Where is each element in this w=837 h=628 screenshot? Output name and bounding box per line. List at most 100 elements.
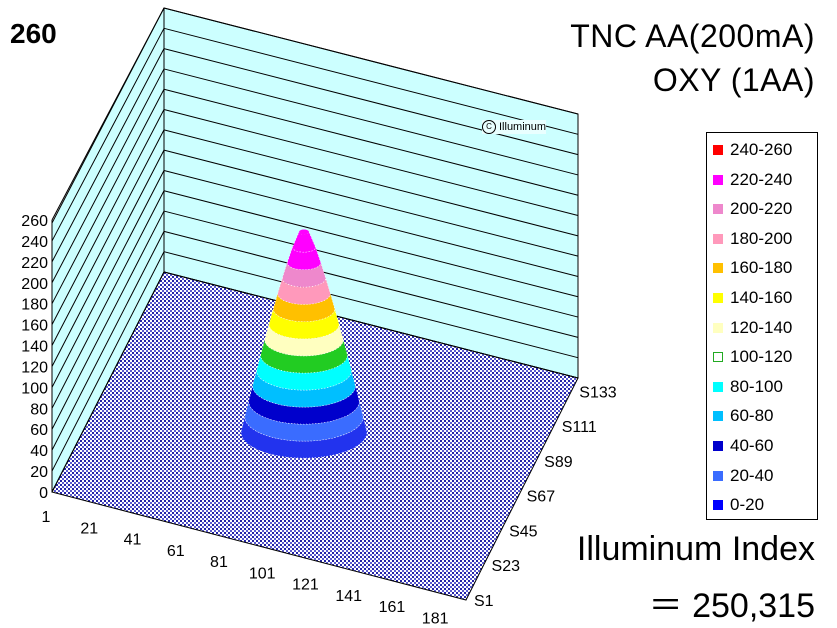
z-gridline-left xyxy=(51,271,165,493)
legend-swatch xyxy=(713,411,723,422)
y-axis-ticks: S1 S23 S45 S67 S89 S111 S133 xyxy=(474,384,617,610)
z-tick-label: 120 xyxy=(21,359,48,376)
z-gridline-left xyxy=(51,68,165,284)
z-tick-label: 240 xyxy=(21,234,48,251)
x-tick-label: 1 xyxy=(42,509,51,526)
surface-band xyxy=(252,370,356,408)
legend-label: 100-120 xyxy=(730,347,793,367)
surface-band xyxy=(272,293,336,322)
y-tick-label: S133 xyxy=(579,384,616,401)
peak-value: 260 xyxy=(10,18,57,49)
surface-band xyxy=(244,401,364,442)
z-gridline-left xyxy=(51,7,165,221)
z-gridline-left xyxy=(51,28,165,242)
z-gridline-back xyxy=(163,190,579,298)
x-tick-label: 61 xyxy=(167,543,185,560)
legend-item: 140-160 xyxy=(713,288,792,308)
legend-label: 80-100 xyxy=(730,376,783,396)
legend-swatch xyxy=(713,441,723,451)
z-gridline-left xyxy=(51,88,165,304)
x-tick-label: 141 xyxy=(335,588,362,605)
legend-item: 180-200 xyxy=(713,229,792,249)
z-gridline-back xyxy=(163,169,579,277)
z-tick-label: 60 xyxy=(30,422,48,439)
surface-peak-cap xyxy=(299,229,309,235)
x-tick-label: 161 xyxy=(379,599,406,616)
z-gridline-left xyxy=(51,190,165,409)
z-tick-label: 260 xyxy=(21,213,48,230)
x-tick-label: 121 xyxy=(292,577,319,594)
z-gridline-back xyxy=(163,271,579,379)
legend-swatch xyxy=(713,293,723,303)
legend-label: 40-60 xyxy=(730,436,774,455)
y-tick-label: S45 xyxy=(509,523,538,540)
x-tick-label: 181 xyxy=(422,611,449,628)
legend-item: 20-40 xyxy=(713,466,773,486)
legend-item: 120-140 xyxy=(713,318,792,338)
z-gridline-back xyxy=(163,27,579,135)
y-tick-label: S1 xyxy=(474,593,494,610)
z-gridlines xyxy=(51,7,579,493)
legend-swatch xyxy=(713,145,723,155)
z-gridline-left xyxy=(51,149,165,367)
z-gridline-left xyxy=(51,170,165,388)
z-gridline-left xyxy=(51,210,165,430)
legend-label: 60-80 xyxy=(730,406,774,426)
z-tick-label: 160 xyxy=(21,318,48,335)
z-gridline-left xyxy=(51,48,165,263)
z-tick-label: 80 xyxy=(30,401,48,418)
surface-band xyxy=(260,339,348,374)
legend-item: 160-180 xyxy=(713,258,792,278)
copyright-text: Illuminum xyxy=(499,121,547,133)
x-tick-label: 81 xyxy=(210,554,228,571)
surface-band xyxy=(248,385,360,425)
y-tick-label: S23 xyxy=(492,558,521,575)
legend-swatch xyxy=(713,263,723,274)
z-tick-label: 140 xyxy=(21,339,48,356)
chart-title-line1: TNC AA(200mA) xyxy=(570,18,815,54)
legend-label: 180-200 xyxy=(730,228,793,248)
z-tick-label: 220 xyxy=(21,255,48,272)
legend-swatch xyxy=(713,381,723,392)
index-label: Illuminum Index xyxy=(576,530,815,568)
z-tick-label: 20 xyxy=(30,464,48,481)
z-tick-label: 100 xyxy=(21,380,48,397)
z-gridline-left xyxy=(51,129,165,346)
legend-swatch xyxy=(713,352,723,363)
legend-item: 220-240 xyxy=(713,170,792,190)
legend-item: 40-60 xyxy=(713,436,773,456)
z-gridline-back xyxy=(163,129,579,237)
legend-item: 80-100 xyxy=(713,377,783,397)
z-gridline-back xyxy=(163,149,579,257)
legend-label: 20-40 xyxy=(730,465,774,485)
z-gridline-back xyxy=(163,109,579,217)
x-tick-label: 41 xyxy=(124,532,142,549)
x-tick-label: 21 xyxy=(80,520,98,537)
z-gridline-back xyxy=(163,88,579,196)
z-gridline-back xyxy=(163,210,579,318)
legend-item: 240-260 xyxy=(713,140,792,160)
surface-band xyxy=(282,262,326,288)
z-gridline-left xyxy=(51,231,165,451)
y-tick-label: S89 xyxy=(544,454,573,471)
surface-peak xyxy=(240,229,368,459)
z-axis-ticks: 0 20 40 60 80 100 120 140 160 180 200 220 240 260 xyxy=(21,213,48,502)
legend-swatch xyxy=(713,233,723,244)
z-tick-label: 0 xyxy=(39,485,48,502)
legend-swatch xyxy=(713,204,723,215)
y-tick-label: S67 xyxy=(527,489,556,506)
copyright-icon: C xyxy=(482,120,496,134)
z-tick-label: 200 xyxy=(21,276,48,293)
legend-label: 120-140 xyxy=(730,317,793,337)
copyright-mark: C Illuminum xyxy=(482,120,547,134)
chart-walls xyxy=(51,7,579,493)
y-tick-label: S111 xyxy=(562,419,597,436)
z-gridline-left xyxy=(51,109,165,325)
legend-item: 0-20 xyxy=(713,495,764,515)
z-gridline-left xyxy=(51,251,165,472)
z-gridline-back xyxy=(163,7,579,115)
legend-label: 240-260 xyxy=(730,140,793,159)
legend-swatch xyxy=(713,322,723,333)
